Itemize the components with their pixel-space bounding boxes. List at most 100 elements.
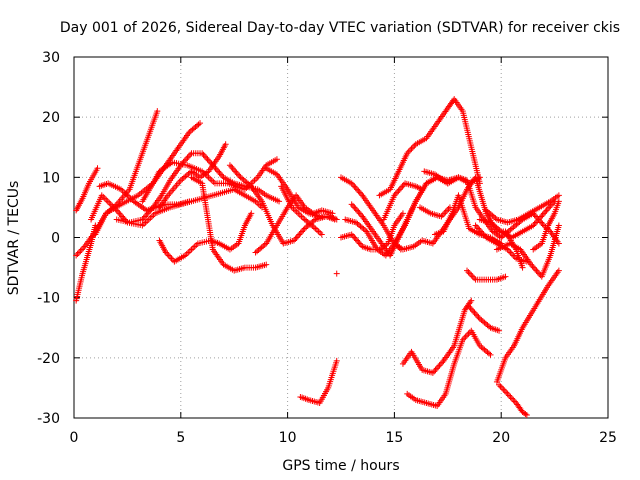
data-point: [508, 395, 515, 402]
data-point: [205, 157, 212, 164]
data-point: [535, 216, 542, 223]
data-point: [435, 363, 442, 370]
data-point: [465, 269, 472, 276]
data-point: [532, 266, 539, 273]
data-point: [464, 267, 471, 274]
x-tick-label: 25: [599, 430, 617, 446]
data-point: [472, 222, 479, 229]
data-point: [466, 270, 473, 277]
chart-title: Day 001 of 2026, Sidereal Day-to-day VTE…: [60, 20, 620, 36]
data-point: [154, 108, 161, 115]
data-point: [350, 202, 357, 209]
data-point: [115, 208, 122, 215]
data-point: [530, 264, 537, 271]
data-point: [350, 232, 357, 239]
data-point: [184, 154, 191, 161]
data-point: [356, 189, 363, 196]
data-point: [437, 360, 444, 367]
data-point: [228, 163, 235, 170]
series-track-10: [156, 210, 255, 265]
y-tick-label: 20: [42, 110, 60, 126]
series-track-27: [417, 204, 453, 220]
data-point: [539, 220, 546, 227]
data-point: [197, 120, 204, 127]
data-point: [352, 236, 359, 243]
data-marks: [73, 96, 562, 418]
data-point: [555, 192, 562, 199]
data-point: [400, 181, 407, 188]
axis-ticks: [73, 56, 609, 419]
data-point: [200, 151, 207, 158]
data-point: [500, 386, 507, 393]
data-point: [297, 229, 304, 236]
data-point: [471, 309, 478, 316]
data-point: [329, 210, 336, 217]
data-point: [236, 172, 243, 179]
data-point: [300, 226, 307, 233]
series-track-22: [376, 96, 483, 199]
data-point: [395, 187, 402, 194]
data-point: [232, 168, 239, 175]
series-track-23: [380, 180, 426, 223]
data-point: [436, 362, 443, 369]
data-point: [498, 384, 505, 391]
data-point: [474, 312, 481, 319]
data-point: [355, 239, 362, 246]
x-tick-label: 0: [70, 430, 79, 446]
data-point: [431, 368, 438, 375]
data-point: [119, 213, 126, 220]
data-point: [398, 184, 405, 191]
series-track-17: [333, 270, 340, 277]
data-point: [299, 228, 306, 235]
y-axis-label: SDTVAR / TECUs: [6, 181, 22, 296]
data-point: [503, 389, 510, 396]
series-track-37: [493, 267, 562, 385]
data-point: [333, 270, 340, 277]
y-tick-label: 0: [51, 231, 60, 247]
series-track-28: [421, 168, 505, 241]
data-point: [185, 153, 192, 160]
data-point: [167, 254, 174, 261]
data-point: [506, 392, 513, 399]
data-point: [542, 208, 549, 215]
data-point: [501, 387, 508, 394]
data-point: [318, 231, 325, 238]
series-track-31: [464, 267, 509, 283]
data-point: [539, 211, 546, 218]
data-point: [80, 245, 87, 252]
x-axis-label: GPS time / hours: [282, 458, 399, 474]
data-point: [78, 246, 85, 253]
data-point: [475, 314, 482, 321]
data-point: [522, 410, 529, 417]
data-point: [101, 195, 108, 202]
data-point: [75, 249, 82, 256]
data-point: [183, 156, 190, 163]
data-point: [263, 261, 270, 268]
data-point: [355, 208, 362, 215]
x-tick-labels: 0 5 10 15 20 25: [70, 430, 617, 446]
x-tick-label: 10: [279, 430, 297, 446]
data-point: [355, 187, 362, 194]
data-point: [351, 183, 358, 190]
grid-lines: [74, 57, 608, 418]
data-point: [534, 214, 541, 221]
data-point: [293, 234, 300, 241]
data-point: [226, 162, 233, 169]
data-point: [77, 248, 84, 255]
y-tick-label: -20: [37, 351, 60, 367]
data-point: [519, 264, 526, 271]
data-point: [333, 357, 340, 364]
data-point: [229, 165, 236, 172]
data-point: [464, 332, 471, 339]
data-point: [555, 267, 562, 274]
data-point: [354, 207, 361, 214]
data-point: [472, 311, 479, 318]
data-point: [442, 208, 449, 215]
data-point: [497, 383, 504, 390]
data-point: [523, 411, 530, 418]
data-point: [465, 330, 472, 337]
series-track-15: [278, 183, 325, 238]
data-point: [165, 252, 172, 259]
data-point: [394, 189, 401, 196]
y-tick-label: -10: [37, 291, 60, 307]
